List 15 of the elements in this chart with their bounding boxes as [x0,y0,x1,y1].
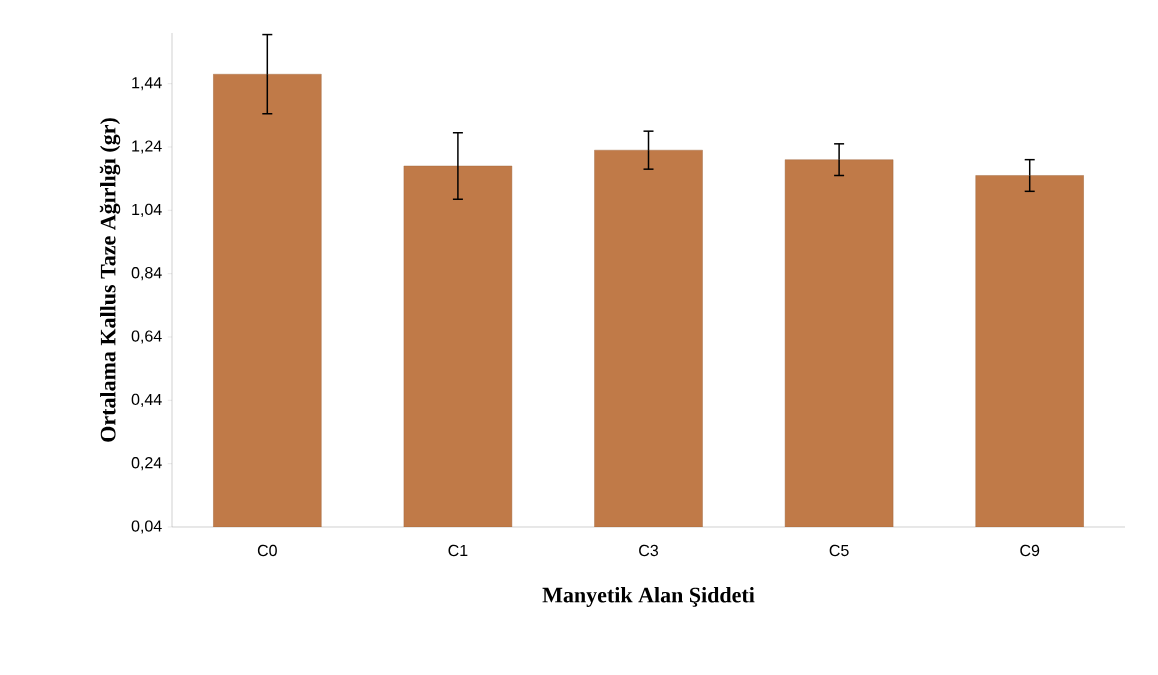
y-tick-label: 1,24 [132,140,162,154]
x-tick-label: C5 [829,544,849,557]
x-tick-label: C1 [448,544,468,557]
y-tick-label: 0,44 [131,393,162,407]
y-tick-label: 0,24 [131,457,162,471]
y-axis-title: Ortalama Kallus Taze Ağırlığı (gr) [99,118,121,442]
y-tick-label: 0,64 [131,330,162,344]
x-tick-label: C0 [257,544,277,557]
x-axis-title: Manyetik Alan Şiddeti [542,587,755,608]
y-tick-label: 1,04 [132,203,162,217]
y-tick-label: 0,04 [131,520,162,534]
y-tick-label: 0,84 [131,267,162,281]
y-tick-label: 1,44 [132,77,162,91]
x-tick-label: C9 [1020,544,1040,557]
x-tick-label: C3 [639,544,659,557]
